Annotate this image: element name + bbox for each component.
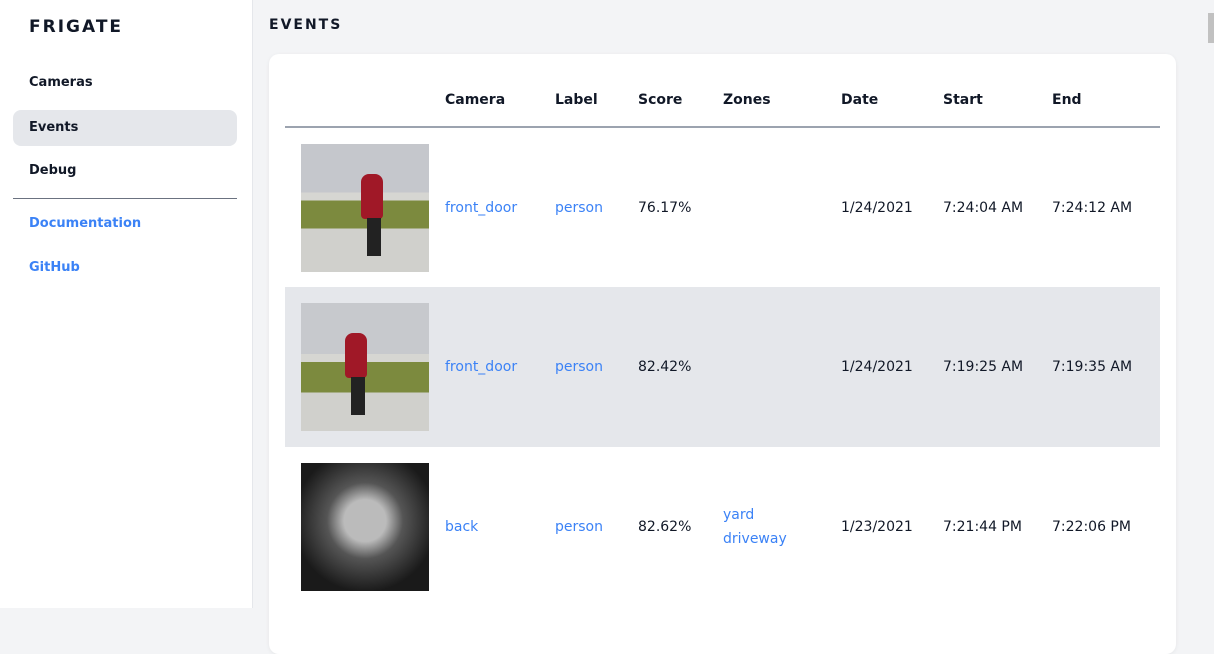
app-logo: FRIGATE [29,17,124,37]
camera-link[interactable]: front_door [445,199,518,216]
label-link[interactable]: person [555,359,603,375]
table-row[interactable]: front_door person 82.42% 1/24/2021 7:19:… [285,287,1160,447]
events-card: Camera Label Score Zones Date Start End … [269,54,1176,654]
zone-link[interactable]: yard [723,507,755,523]
start-time: 7:19:25 AM [943,287,1052,447]
zones [723,287,841,447]
page-title: EVENTS [269,17,343,33]
start-time: 7:21:44 PM [943,519,1022,535]
column-header-camera: Camera [445,74,555,128]
end-time: 7:22:06 PM [1052,519,1131,535]
event-thumbnail[interactable] [301,143,429,272]
column-header-zones: Zones [723,74,841,128]
label-link[interactable]: person [555,519,603,535]
date: 1/23/2021 [841,519,913,535]
sidebar-item-debug[interactable]: Debug [29,163,77,178]
camera-link[interactable]: back [445,519,479,535]
column-header-label: Label [555,74,638,128]
table-row[interactable]: front_door person 76.17% 1/24/2021 7:24:… [285,127,1160,287]
scrollbar-thumb[interactable] [1208,13,1214,43]
score: 82.62% [638,519,692,535]
zones: yard driveway [723,447,841,607]
end-time: 7:24:12 AM [1052,199,1133,216]
label-link[interactable]: person [555,199,603,216]
column-header-end: End [1052,74,1160,128]
column-header-score: Score [638,74,723,128]
camera-link[interactable]: front_door [445,359,518,375]
date: 1/24/2021 [841,287,943,447]
table-row[interactable]: back person 82.62% yard driveway 1/23/202… [285,447,1160,607]
column-header-date: Date [841,74,943,128]
date: 1/24/2021 [841,199,913,216]
github-link[interactable]: GitHub [29,260,80,275]
scrollbar[interactable] [1206,0,1214,608]
event-thumbnail[interactable] [301,463,429,591]
end-time: 7:19:35 AM [1052,287,1160,447]
zone-link[interactable]: driveway [723,531,787,547]
sidebar: FRIGATE Cameras Events Debug Documentati… [0,0,253,608]
sidebar-item-cameras[interactable]: Cameras [29,75,93,90]
events-table: Camera Label Score Zones Date Start End … [285,74,1160,607]
start-time: 7:24:04 AM [943,199,1024,216]
documentation-link[interactable]: Documentation [29,216,142,231]
score: 76.17% [638,199,692,216]
event-thumbnail[interactable] [301,303,429,431]
zones [723,127,841,287]
score: 82.42% [638,287,723,447]
column-header-thumbnail [285,74,445,128]
column-header-start: Start [943,74,1052,128]
sidebar-divider [13,198,237,199]
sidebar-item-events[interactable]: Events [13,110,237,146]
